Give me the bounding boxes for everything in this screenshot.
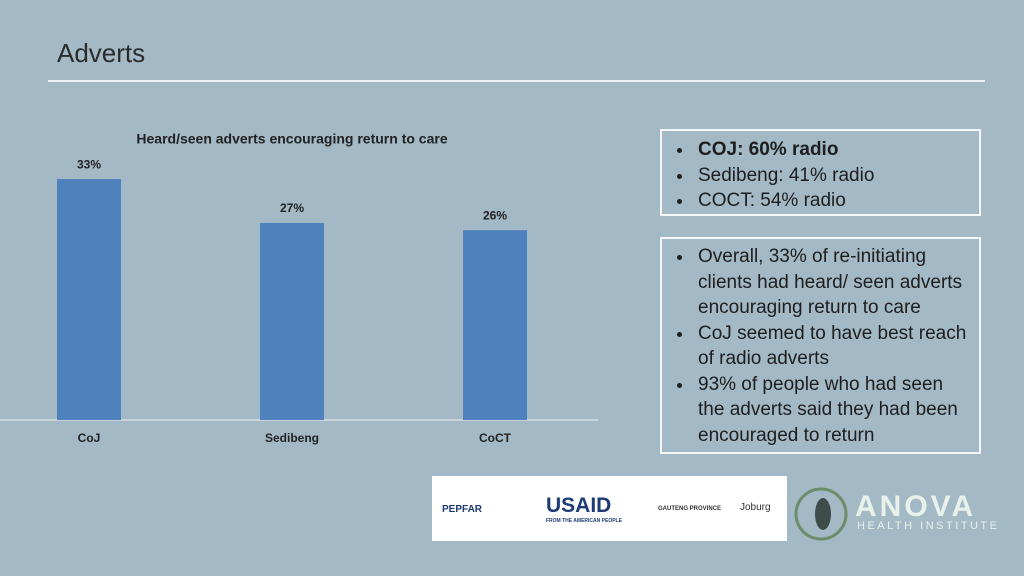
value-label: 33% bbox=[77, 157, 101, 171]
logo-strip: PEPFAR USAID FROM THE AMERICAN PEOPLE GA… bbox=[432, 476, 787, 541]
bullet-item: COCT: 54% radio bbox=[694, 188, 971, 214]
bullet-list: COJ: 60% radioSedibeng: 41% radioCOCT: 5… bbox=[662, 131, 979, 220]
title-rule bbox=[48, 80, 985, 82]
text-box: COJ: 60% radioSedibeng: 41% radioCOCT: 5… bbox=[660, 129, 981, 216]
logo-text: GAUTENG PROVINCE bbox=[658, 506, 722, 512]
bullet-item: CoJ seemed to have best reach of radio a… bbox=[694, 321, 971, 372]
text-box: Overall, 33% of re-initiating clients ha… bbox=[660, 237, 981, 454]
bullet-item: COJ: 60% radio bbox=[694, 137, 971, 163]
logo-text: USAID bbox=[546, 494, 612, 517]
anova-bird bbox=[794, 487, 848, 541]
x-tick-label: CoJ bbox=[78, 431, 101, 445]
chart: Heard/seen adverts encouraging return to… bbox=[0, 131, 598, 445]
x-tick-label: Sedibeng bbox=[265, 431, 319, 445]
logo-text: HEALTH INSTITUTE bbox=[857, 520, 1000, 532]
logo-text: ANOVA bbox=[855, 490, 977, 523]
bullet-item: 93% of people who had seen the adverts s… bbox=[694, 372, 971, 449]
chart-title: Heard/seen adverts encouraging return to… bbox=[136, 131, 447, 147]
bullet-item: Sedibeng: 41% radio bbox=[694, 163, 971, 189]
bullet-item: Overall, 33% of re-initiating clients ha… bbox=[694, 244, 971, 321]
x-tick-label: CoCT bbox=[479, 431, 512, 445]
bar bbox=[260, 222, 324, 420]
bullet-list: Overall, 33% of re-initiating clients ha… bbox=[662, 239, 979, 454]
value-label: 27% bbox=[280, 201, 304, 215]
logo-text: FROM THE AMERICAN PEOPLE bbox=[546, 518, 622, 524]
value-label: 26% bbox=[483, 208, 507, 222]
slide-title: Adverts bbox=[57, 38, 146, 68]
bar bbox=[463, 230, 527, 420]
logo-text: PEPFAR bbox=[442, 504, 483, 515]
bar bbox=[57, 179, 121, 420]
logo-text: Joburg bbox=[740, 502, 771, 513]
